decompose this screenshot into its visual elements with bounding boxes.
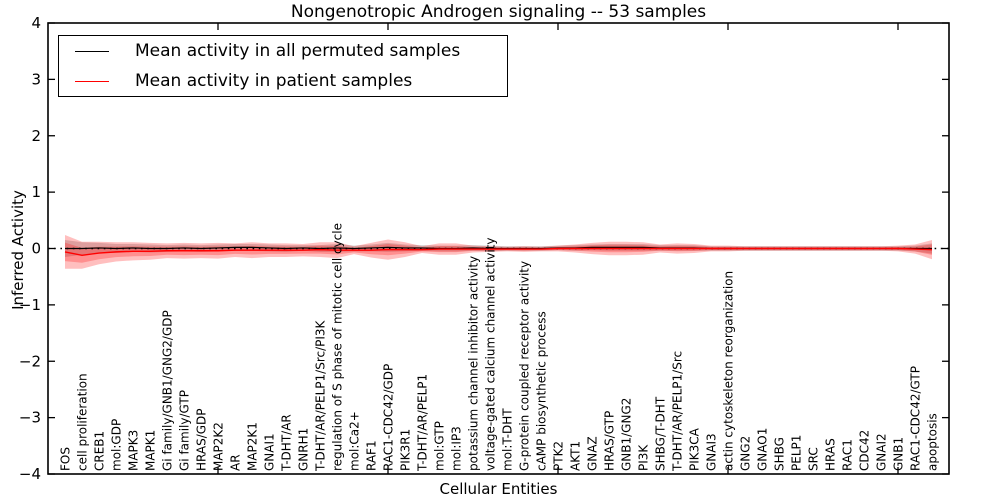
x-tick-label: T-DHT/AR/PELP1/Src/PI3K <box>314 319 328 472</box>
x-tick-label: PI3K <box>637 444 651 471</box>
x-tick-label: cAMP biosynthetic process <box>535 311 549 471</box>
x-tick-label: MAPK3 <box>127 430 141 471</box>
legend-label: Mean activity in all permuted samples <box>135 41 461 61</box>
x-tick-label: FOS <box>59 447 73 471</box>
x-tick-label: T-DHT/AR/PELP1/Src <box>671 351 685 472</box>
x-tick-label: GNAZ <box>586 436 600 471</box>
x-tick-label: MAP2K2 <box>212 422 226 471</box>
x-tick-label: GNAO1 <box>756 428 770 471</box>
x-tick-label: MAPK1 <box>144 430 158 471</box>
patient-std-band <box>65 234 932 269</box>
legend: Mean activity in all permuted samples Me… <box>58 35 508 97</box>
y-tick-label: 2 <box>31 127 41 145</box>
y-tick-label: 1 <box>31 183 41 201</box>
y-tick-label: −2 <box>19 352 41 370</box>
x-tick-label: CREB1 <box>93 431 107 471</box>
x-tick-label: PIK3R1 <box>399 429 413 471</box>
legend-entry-patient: Mean activity in patient samples <box>59 67 507 95</box>
y-tick-label: 3 <box>31 70 41 88</box>
x-tick-label: SHBG <box>773 437 787 471</box>
x-tick-label: mol:IP3 <box>450 426 464 471</box>
x-tick-label: HRAS <box>824 438 838 471</box>
x-tick-label: CDC42 <box>858 430 872 471</box>
x-tick-label: RAC1-CDC42/GTP <box>909 366 923 471</box>
legend-label: Mean activity in patient samples <box>135 71 413 91</box>
y-tick-label: 0 <box>31 240 41 258</box>
x-tick-label: T-DHT/AR <box>280 414 294 472</box>
permuted-line-swatch <box>75 50 109 52</box>
x-tick-label: RAF1 <box>365 440 379 471</box>
x-tick-label: T-DHT/AR/PELP1 <box>416 374 430 472</box>
y-tick-label: −4 <box>19 465 41 483</box>
x-tick-label: MAP2K1 <box>246 422 260 471</box>
x-tick-label: mol:T-DHT <box>501 408 515 471</box>
x-tick-label: Gi family/GTP <box>178 390 192 471</box>
x-tick-label: potassium channel inhibitor activity <box>467 256 481 471</box>
patient-line-swatch <box>75 80 109 82</box>
x-tick-label: cell proliferation <box>76 373 90 471</box>
x-tick-label: PIK3CA <box>688 427 702 471</box>
x-axis-label: Cellular Entities <box>439 480 558 498</box>
x-tick-label: GNRH1 <box>297 428 311 471</box>
x-tick-label: regulation of S phase of mitotic cell cy… <box>331 223 345 471</box>
patient-std-band-inner <box>65 242 932 263</box>
y-tick-label: −1 <box>19 296 41 314</box>
x-tick-label: GNAI2 <box>875 433 889 471</box>
x-tick-label: mol:GDP <box>110 419 124 471</box>
x-tick-label: RAC1-CDC42/GDP <box>382 364 396 471</box>
mean-line-patient <box>64 247 933 256</box>
x-tick-label: GNAI3 <box>705 433 719 471</box>
x-tick-label: mol:GTP <box>433 421 447 471</box>
x-tick-label: GNG2 <box>739 436 753 471</box>
x-tick-label: SHBG/T-DHT <box>654 396 668 471</box>
x-tick-label: GNAI1 <box>263 433 277 471</box>
x-tick-label: G-protein coupled receptor activity <box>518 261 532 471</box>
legend-entry-permuted: Mean activity in all permuted samples <box>59 37 507 65</box>
x-tick-label: voltage-gated calcium channel activity <box>484 237 498 471</box>
x-tick-label: AR <box>229 454 243 471</box>
x-tick-label: HRAS/GTP <box>603 411 617 471</box>
x-tick-label: AKT1 <box>569 441 583 471</box>
x-tick-label: SRC <box>807 447 821 471</box>
chart-title: Nongenotropic Androgen signaling -- 53 s… <box>290 2 707 22</box>
x-tick-label: GNB1/GNG2 <box>620 398 634 471</box>
x-tick-label: apoptosis <box>926 413 940 471</box>
x-tick-label: mol:Ca2+ <box>348 411 362 471</box>
x-tick-label: Gi family/GNB1/GNG2/GDP <box>161 310 175 471</box>
x-tick-label: actin cytoskeleton reorganization <box>722 271 736 471</box>
x-tick-label: PELP1 <box>790 435 804 471</box>
x-tick-label: PTK2 <box>552 441 566 471</box>
x-tick-label: RAC1 <box>841 439 855 471</box>
y-tick-label: 4 <box>31 14 41 32</box>
x-tick-label: HRAS/GDP <box>195 408 209 471</box>
y-tick-label: −3 <box>19 409 41 427</box>
x-tick-label: GNB1 <box>892 437 906 471</box>
